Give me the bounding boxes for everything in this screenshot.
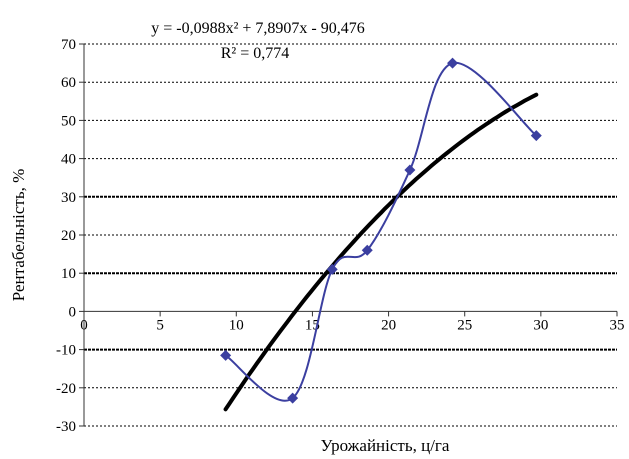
trendline-equation: y = -0,0988x² + 7,8907x - 90,476 [151,20,365,37]
x-tick-labels: 0 5 10 15 20 25 30 35 [80,317,624,333]
trendline [223,92,539,412]
data-point [404,164,416,176]
y-tick-label: 20 [61,228,76,244]
trendline-path [223,92,539,412]
data-point [361,244,373,256]
x-tick-label: 25 [457,317,472,333]
y-axis-title: Рентабельність, % [9,169,28,301]
y-tick-label: 60 [61,75,76,91]
x-tick-label: 30 [533,317,548,333]
observed-series [220,57,542,404]
y-tick-label: 0 [69,304,77,320]
x-axis-title: Урожайність, ц/га [321,436,450,455]
y-tick-label: -10 [56,343,76,359]
x-tick-label: 35 [610,317,625,333]
grid-lines [84,43,617,427]
x-tick-label: 20 [381,317,396,333]
x-tick-label: 10 [229,317,244,333]
x-tick-label: 0 [80,317,88,333]
y-tick-label: 50 [61,113,76,129]
y-tick-label: 70 [61,37,76,53]
y-tick-label: -30 [56,419,76,435]
y-tick-label: 10 [61,266,76,282]
data-point [287,392,299,404]
y-tick-labels: 70 60 50 40 30 20 10 0 -10 -20 -30 [56,37,76,435]
data-point [326,263,338,275]
axes [79,43,618,427]
data-point [447,57,459,69]
data-point [530,130,542,142]
r-squared-label: R² = 0,774 [221,45,290,62]
x-tick-label: 5 [156,317,164,333]
y-tick-label: 30 [61,190,76,206]
data-point [220,349,232,361]
y-tick-label: -20 [56,381,76,397]
y-tick-label: 40 [61,152,76,168]
